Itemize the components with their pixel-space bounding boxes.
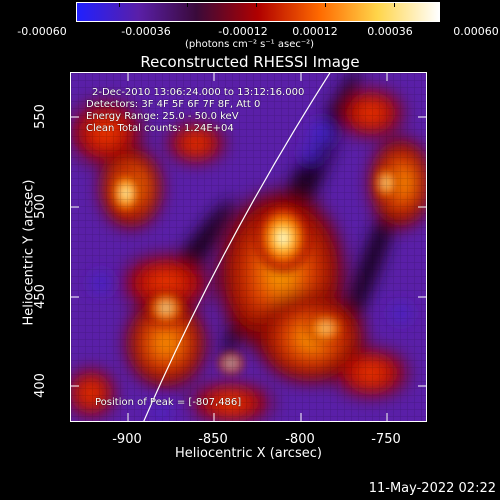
colorbar-gradient: [77, 3, 439, 21]
rhessi-image: [71, 73, 426, 421]
plot-title: Reconstructed RHESSI Image: [140, 53, 360, 71]
x-tick-label: -850: [198, 432, 228, 447]
x-tick-label: -750: [371, 432, 401, 447]
x-tick-label: -900: [112, 432, 142, 447]
annotation-method-counts: Clean Total counts: 1.24E+04: [86, 123, 234, 134]
annotation-detectors: Detectors: 3F 4F 5F 6F 7F 8F, Att 0: [86, 99, 261, 110]
colorbar-tick-label: 0.00060: [453, 25, 499, 38]
colorbar: [76, 2, 440, 22]
colorbar-tick-label: -0.00060: [17, 25, 67, 38]
annotation-time-range: 2-Dec-2010 13:06:24.000 to 13:12:16.000: [92, 87, 305, 98]
annotation-energy-range: Energy Range: 25.0 - 50.0 keV: [86, 111, 239, 122]
timestamp: 11-May-2022 02:22: [368, 481, 496, 496]
colorbar-tick-label: -0.00012: [218, 25, 268, 38]
colorbar-units-label: (photons cm⁻² s⁻¹ asec⁻²): [185, 39, 315, 50]
x-tick-label: -800: [285, 432, 315, 447]
y-tick-label: 400: [32, 373, 48, 398]
image-plot: [70, 72, 427, 422]
colorbar-tick-label: -0.00036: [121, 25, 171, 38]
y-tick-label: 550: [32, 104, 48, 129]
y-axis-label: Heliocentric Y (arcsec): [21, 179, 37, 326]
colorbar-tick-label: 0.00012: [292, 25, 338, 38]
x-axis-label: Heliocentric X (arcsec): [175, 446, 322, 461]
annotation-peak-position: Position of Peak = [-807,486]: [95, 397, 242, 408]
colorbar-tick-label: 0.00036: [367, 25, 413, 38]
